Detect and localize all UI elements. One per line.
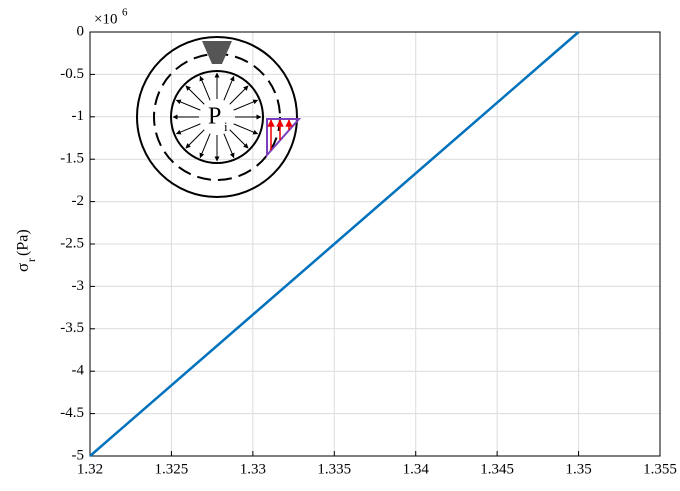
pressure-arrow <box>224 76 234 100</box>
pressure-arrow <box>200 134 210 158</box>
pressure-arrow <box>176 100 200 110</box>
probe <box>202 41 232 64</box>
y-tick-label: -2.5 <box>60 235 84 251</box>
ylabel-subscript: r <box>24 258 38 262</box>
x-tick-label: 1.345 <box>480 461 514 477</box>
pressure-arrow <box>186 86 204 104</box>
pressure-arrow <box>230 86 248 104</box>
exponent-base: ×10 <box>94 11 117 27</box>
y-tick-label: -5 <box>72 447 85 463</box>
pressure-arrow <box>234 124 258 134</box>
pressure-arrow <box>200 76 210 100</box>
y-tick-label: -4.5 <box>60 405 84 421</box>
inset-subscript: i <box>224 119 228 134</box>
y-tick-label: -3 <box>72 278 85 294</box>
inset-symbol: P <box>208 104 221 130</box>
pressure-arrow <box>224 134 234 158</box>
x-tick-label: 1.355 <box>643 461 677 477</box>
y-tick-label: -1 <box>72 108 85 124</box>
y-tick-label: -4 <box>72 363 85 379</box>
x-tick-label: 1.34 <box>403 461 430 477</box>
y-tick-label: -3.5 <box>60 320 84 336</box>
pressure-arrow <box>186 130 204 148</box>
y-tick-label: -0.5 <box>60 66 84 82</box>
x-tick-label: 1.325 <box>155 461 189 477</box>
x-tick-label: 1.35 <box>565 461 591 477</box>
y-tick-label: 0 <box>77 23 85 39</box>
x-tick-label: 1.33 <box>240 461 266 477</box>
y-tick-label: -2 <box>72 193 85 209</box>
ylabel-symbol: σ <box>13 263 32 272</box>
pressure-arrow <box>230 130 248 148</box>
x-tick-label: 1.335 <box>317 461 351 477</box>
pressure-arrow <box>234 100 258 110</box>
y-axis-label: σ r (Pa) <box>13 229 38 272</box>
x-tick-label: 1.32 <box>77 461 103 477</box>
y-tick-label: -1.5 <box>60 151 84 167</box>
exponent-power: 6 <box>122 7 128 19</box>
chart: 1.32 1.325 1.33 1.335 1.34 1.345 1.35 1.355 -5 -4… <box>0 0 680 491</box>
ylabel-unit: (Pa) <box>15 229 32 256</box>
pressure-arrow <box>176 124 200 134</box>
